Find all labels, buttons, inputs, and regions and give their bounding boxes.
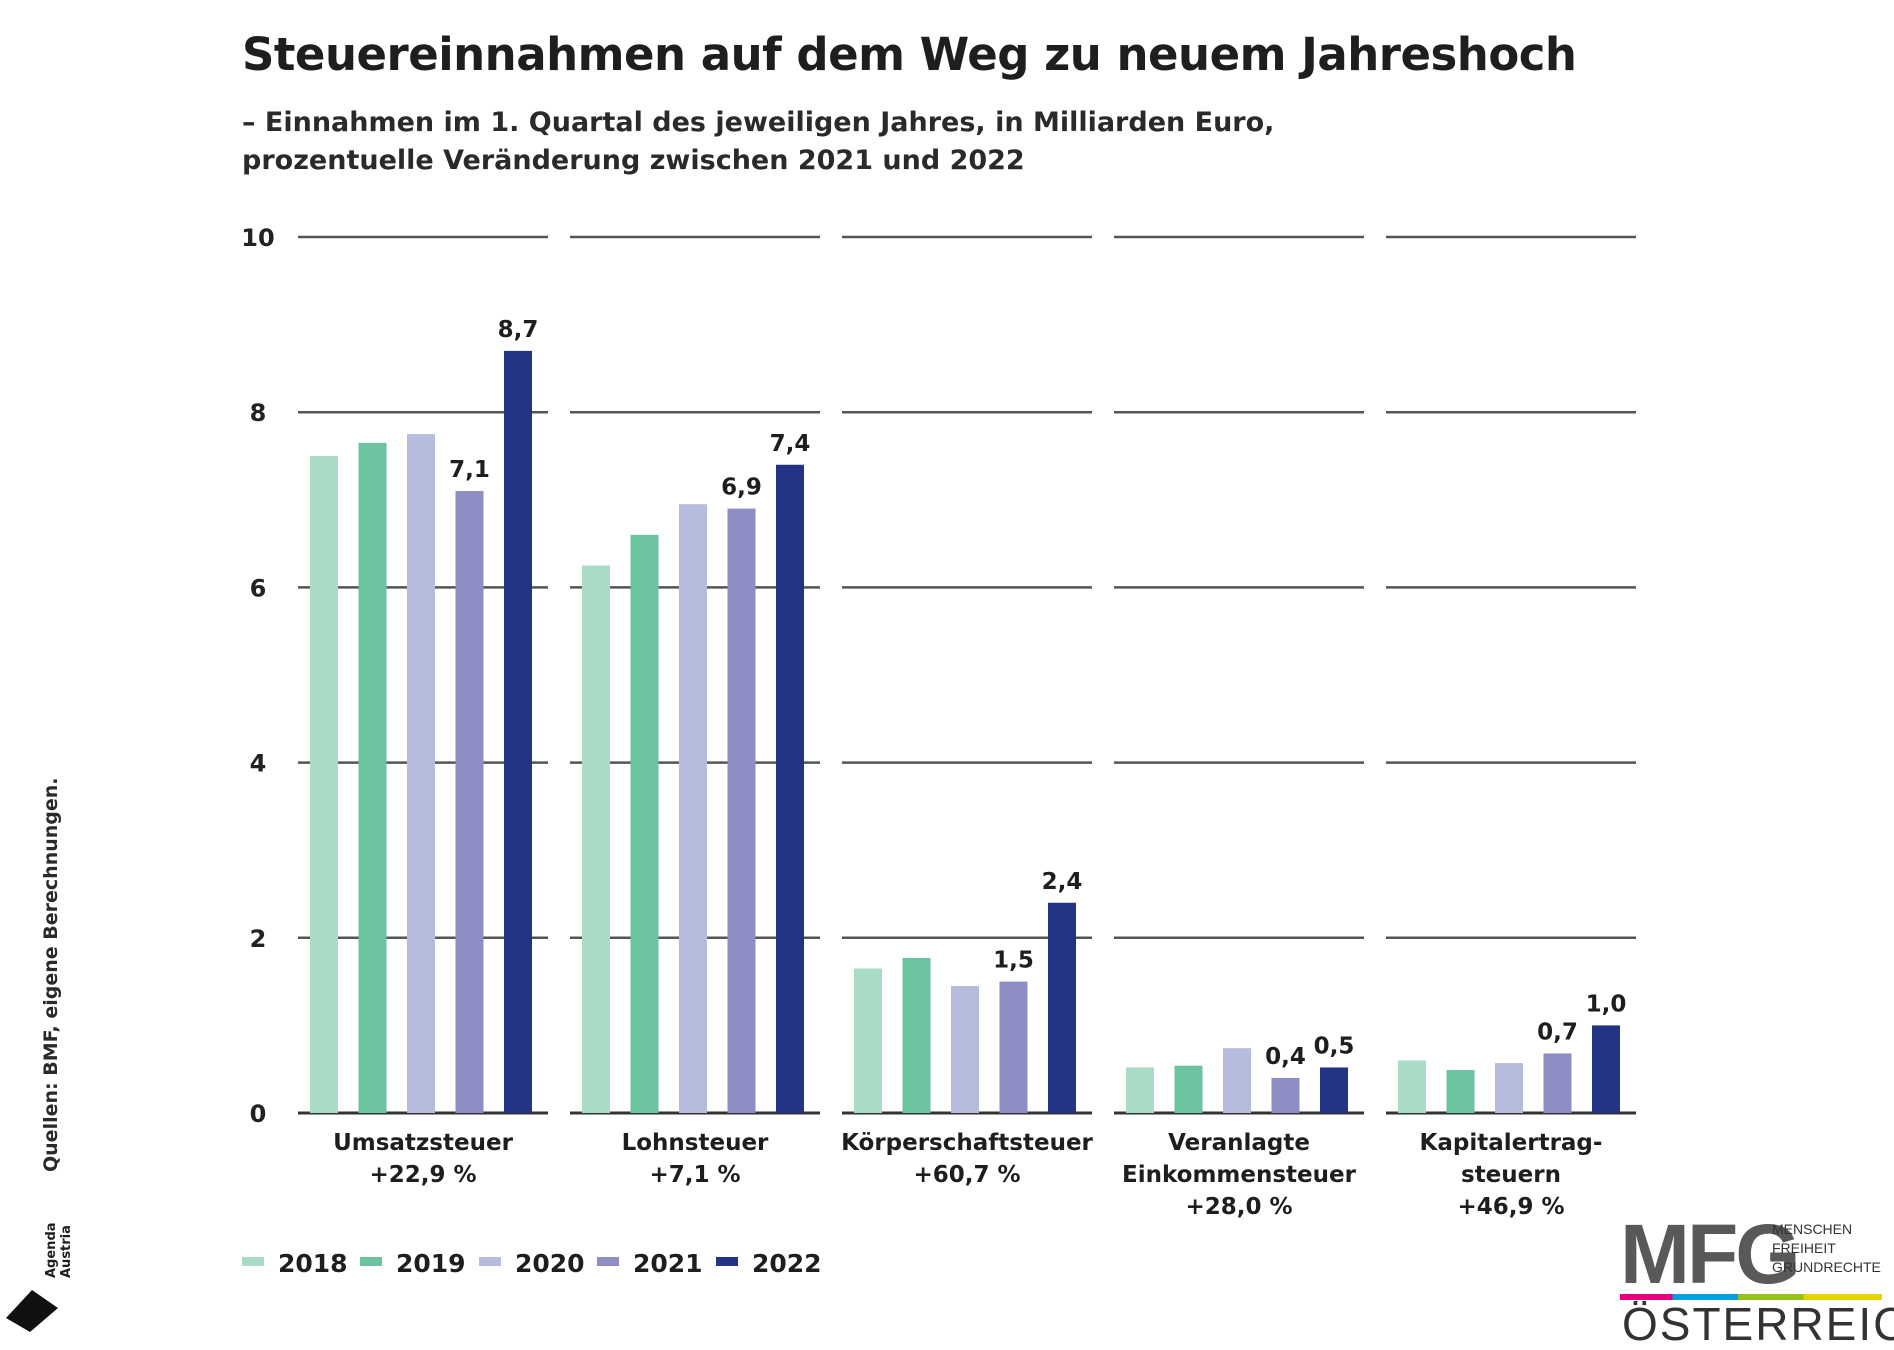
bar: [902, 957, 931, 1113]
bar: [1543, 1053, 1572, 1113]
chart-subtitle: – Einnahmen im 1. Quartal des jeweiligen…: [242, 104, 1274, 180]
bar: [1223, 1048, 1251, 1113]
chart-title: Steuereinnahmen auf dem Weg zu neuem Jah…: [242, 28, 1577, 81]
y-tick-label: 2: [250, 925, 267, 953]
legend-swatch: [242, 1257, 264, 1266]
data-label: 7,4: [770, 431, 811, 457]
legend-label: 2022: [752, 1249, 822, 1278]
bar: [358, 442, 387, 1113]
bar: [1048, 902, 1076, 1113]
legend-swatch: [716, 1257, 738, 1266]
bar: [407, 434, 435, 1114]
bar: [1271, 1077, 1300, 1113]
data-label: 6,9: [721, 475, 762, 501]
category-label: Körperschaftsteuer: [841, 1130, 1093, 1156]
data-label: 7,1: [449, 457, 490, 483]
data-label: 0,4: [1265, 1044, 1306, 1070]
bar: [776, 464, 804, 1113]
legend-label: 2020: [515, 1249, 585, 1278]
bar: [310, 456, 338, 1113]
bar: [1495, 1063, 1523, 1113]
category-label: +28,0 %: [1185, 1194, 1292, 1220]
mfg-logo-letters: MFG: [1620, 1207, 1801, 1301]
bar: [999, 981, 1028, 1113]
bar: [679, 504, 707, 1113]
bar: [1126, 1067, 1154, 1113]
mfg-logo: MFG MENSCHEN FREIHEIT GRUNDRECHTE ÖSTERR…: [1620, 1207, 1894, 1348]
mfg-logo-color-bar: [1620, 1294, 1882, 1300]
bar: [951, 985, 979, 1113]
bar: [582, 565, 610, 1113]
bar: [1174, 1065, 1203, 1113]
category-label: +22,9 %: [369, 1162, 476, 1188]
subtitle-line-1: – Einnahmen im 1. Quartal des jeweiligen…: [242, 107, 1275, 138]
y-tick-label: 0: [250, 1100, 267, 1128]
legend-label: 2018: [278, 1249, 348, 1278]
category-label: +60,7 %: [913, 1162, 1020, 1188]
bar: [1592, 1025, 1620, 1113]
bar: [504, 350, 532, 1113]
category-label: +46,9 %: [1457, 1194, 1564, 1220]
category-label: Einkommensteuer: [1122, 1162, 1357, 1188]
category-label: Kapitalertrag-: [1420, 1130, 1603, 1156]
y-tick-label: 10: [241, 224, 274, 252]
category-label: Lohnsteuer: [622, 1130, 769, 1156]
bar: [727, 508, 756, 1113]
bar: [854, 968, 882, 1113]
bar: [455, 491, 484, 1113]
bar: [1398, 1060, 1426, 1113]
y-tick-label: 8: [250, 399, 267, 427]
legend-swatch: [597, 1257, 619, 1266]
y-tick-label: 6: [250, 574, 267, 602]
agenda-austria-logo-text: Agenda Austria: [44, 1222, 74, 1278]
data-label: 1,0: [1586, 991, 1627, 1017]
legend-swatch: [360, 1257, 382, 1266]
subtitle-line-2: prozentuelle Veränderung zwischen 2021 u…: [242, 145, 1025, 176]
source-note: Quellen: BMF, eigene Berechnungen.: [40, 777, 62, 1172]
y-tick-label: 4: [250, 750, 267, 778]
category-label: +7,1 %: [649, 1162, 740, 1188]
mfg-logo-tagline: MENSCHEN FREIHEIT GRUNDRECHTE: [1772, 1221, 1881, 1275]
data-label: 0,5: [1314, 1033, 1355, 1059]
category-label: Umsatzsteuer: [333, 1130, 513, 1156]
data-label: 2,4: [1042, 869, 1083, 895]
agenda-austria-logo-icon: [6, 1290, 58, 1332]
mfg-logo-country: ÖSTERREICH: [1622, 1298, 1894, 1350]
bar: [630, 534, 659, 1113]
legend-label: 2019: [396, 1249, 466, 1278]
legend-swatch: [479, 1257, 501, 1266]
bar: [1446, 1070, 1475, 1113]
bar: [1320, 1067, 1348, 1113]
category-label: steuern: [1461, 1162, 1561, 1188]
data-label: 0,7: [1537, 1019, 1578, 1045]
legend-label: 2021: [633, 1249, 703, 1278]
data-label: 8,7: [498, 317, 539, 343]
data-label: 1,5: [993, 948, 1034, 974]
category-label: Veranlagte: [1168, 1130, 1310, 1156]
